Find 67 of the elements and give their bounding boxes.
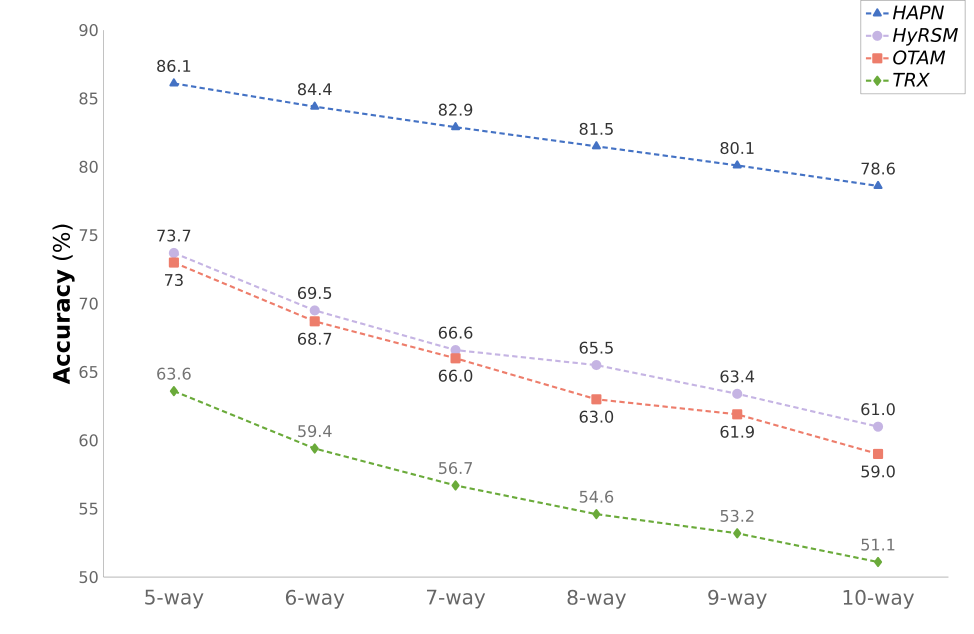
data-label: 68.7 [298, 332, 332, 345]
data-label: 84.4 [298, 83, 332, 96]
point [168, 257, 179, 268]
legend-label: HyRSM [892, 28, 958, 46]
data-label: 69.5 [298, 286, 332, 299]
point [592, 141, 601, 150]
x-tick-label: 6-way [286, 590, 344, 609]
point [872, 422, 884, 432]
data-label: 59.0 [861, 465, 895, 478]
data-label: 61.0 [861, 403, 895, 416]
y-axis-title: Accuracy (%) [52, 224, 75, 384]
point [872, 448, 884, 460]
data-label: 86.1 [157, 60, 190, 72]
point [733, 528, 742, 538]
point [451, 122, 460, 130]
point [874, 556, 882, 568]
legend-label: TRX [893, 72, 930, 86]
data-label: 63.6 [157, 368, 191, 380]
x-tick-label: 5-way [145, 590, 204, 608]
data-label: 81.5 [580, 122, 613, 135]
data-label: 78.6 [862, 162, 895, 175]
data-label: 61.9 [720, 426, 754, 438]
point [874, 180, 883, 190]
point [169, 78, 178, 86]
data-label: 65.5 [580, 342, 613, 354]
y-tick-label: 60 [80, 434, 98, 446]
point [310, 305, 320, 316]
point [591, 360, 602, 370]
legend-label: OTAM [893, 50, 946, 64]
point [732, 409, 742, 420]
point [168, 248, 179, 258]
point [732, 160, 742, 168]
data-label: 56.7 [438, 462, 472, 474]
point [310, 102, 320, 110]
legend-label: HAPN [892, 6, 944, 20]
data-label: 59.4 [298, 425, 332, 438]
point [310, 316, 320, 326]
data-label: 73 [165, 274, 183, 286]
data-label: 73.7 [157, 229, 190, 242]
data-label: 63.4 [720, 370, 754, 382]
y-tick-label: 55 [80, 502, 98, 515]
y-tick-label: 50 [80, 570, 98, 584]
point [732, 388, 742, 399]
data-label: 53.2 [720, 510, 754, 522]
point [592, 509, 600, 520]
x-tick-label: 9-way [708, 590, 767, 609]
point [310, 443, 319, 454]
point [591, 394, 602, 404]
data-label: 51.1 [861, 538, 894, 551]
x-tick-label: 8-way [568, 590, 626, 609]
data-label: 80.1 [720, 142, 754, 154]
y-tick-label: 90 [79, 24, 98, 36]
point [451, 480, 460, 490]
y-tick-label: 65 [80, 366, 98, 378]
point [170, 386, 178, 396]
data-label: 54.6 [580, 490, 614, 503]
x-tick-label: 7-way [426, 590, 486, 608]
x-tick-label: 10-way [844, 590, 914, 609]
data-label: 63.0 [580, 410, 614, 423]
data-label: 66.0 [438, 370, 472, 382]
y-tick-label: 80 [79, 160, 98, 173]
data-label: 82.9 [438, 104, 472, 116]
y-tick-label: 70 [80, 297, 98, 310]
point [450, 353, 461, 364]
data-label: 66.6 [438, 326, 472, 339]
y-tick-label: 85 [79, 92, 98, 104]
y-tick-label: 75 [80, 229, 98, 242]
